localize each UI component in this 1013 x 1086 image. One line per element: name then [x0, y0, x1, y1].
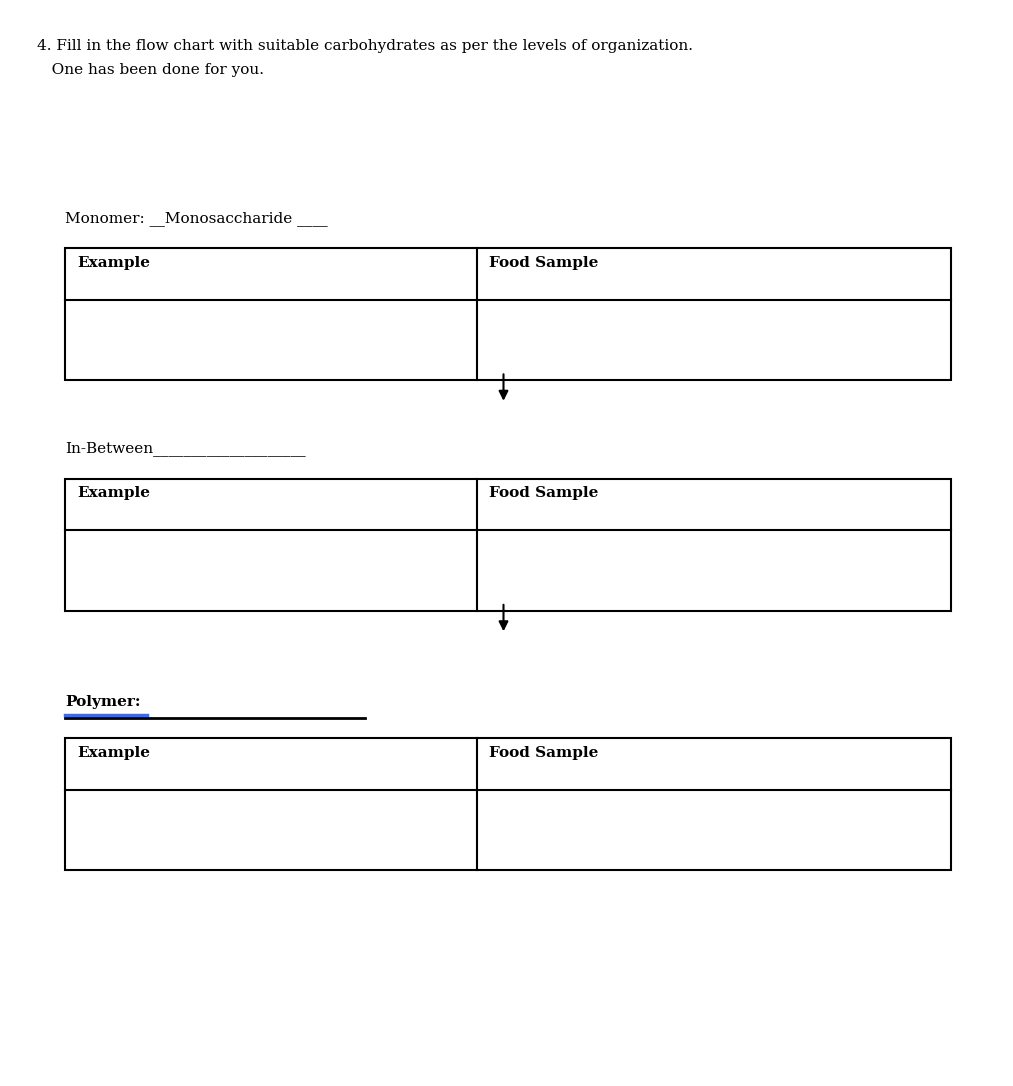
Text: Food Sample: Food Sample [488, 487, 598, 501]
Text: Example: Example [77, 487, 150, 501]
Text: Monomer: __Monosaccharide ____: Monomer: __Monosaccharide ____ [65, 211, 327, 226]
Text: Example: Example [77, 746, 150, 759]
Text: One has been done for you.: One has been done for you. [36, 63, 264, 77]
Text: 4. Fill in the flow chart with suitable carbohydrates as per the levels of organ: 4. Fill in the flow chart with suitable … [36, 39, 693, 53]
Text: Food Sample: Food Sample [488, 255, 598, 269]
Text: Food Sample: Food Sample [488, 746, 598, 759]
Text: Polymer:: Polymer: [65, 695, 141, 709]
Text: Example: Example [77, 255, 150, 269]
Text: In-Between____________________: In-Between____________________ [65, 441, 306, 456]
